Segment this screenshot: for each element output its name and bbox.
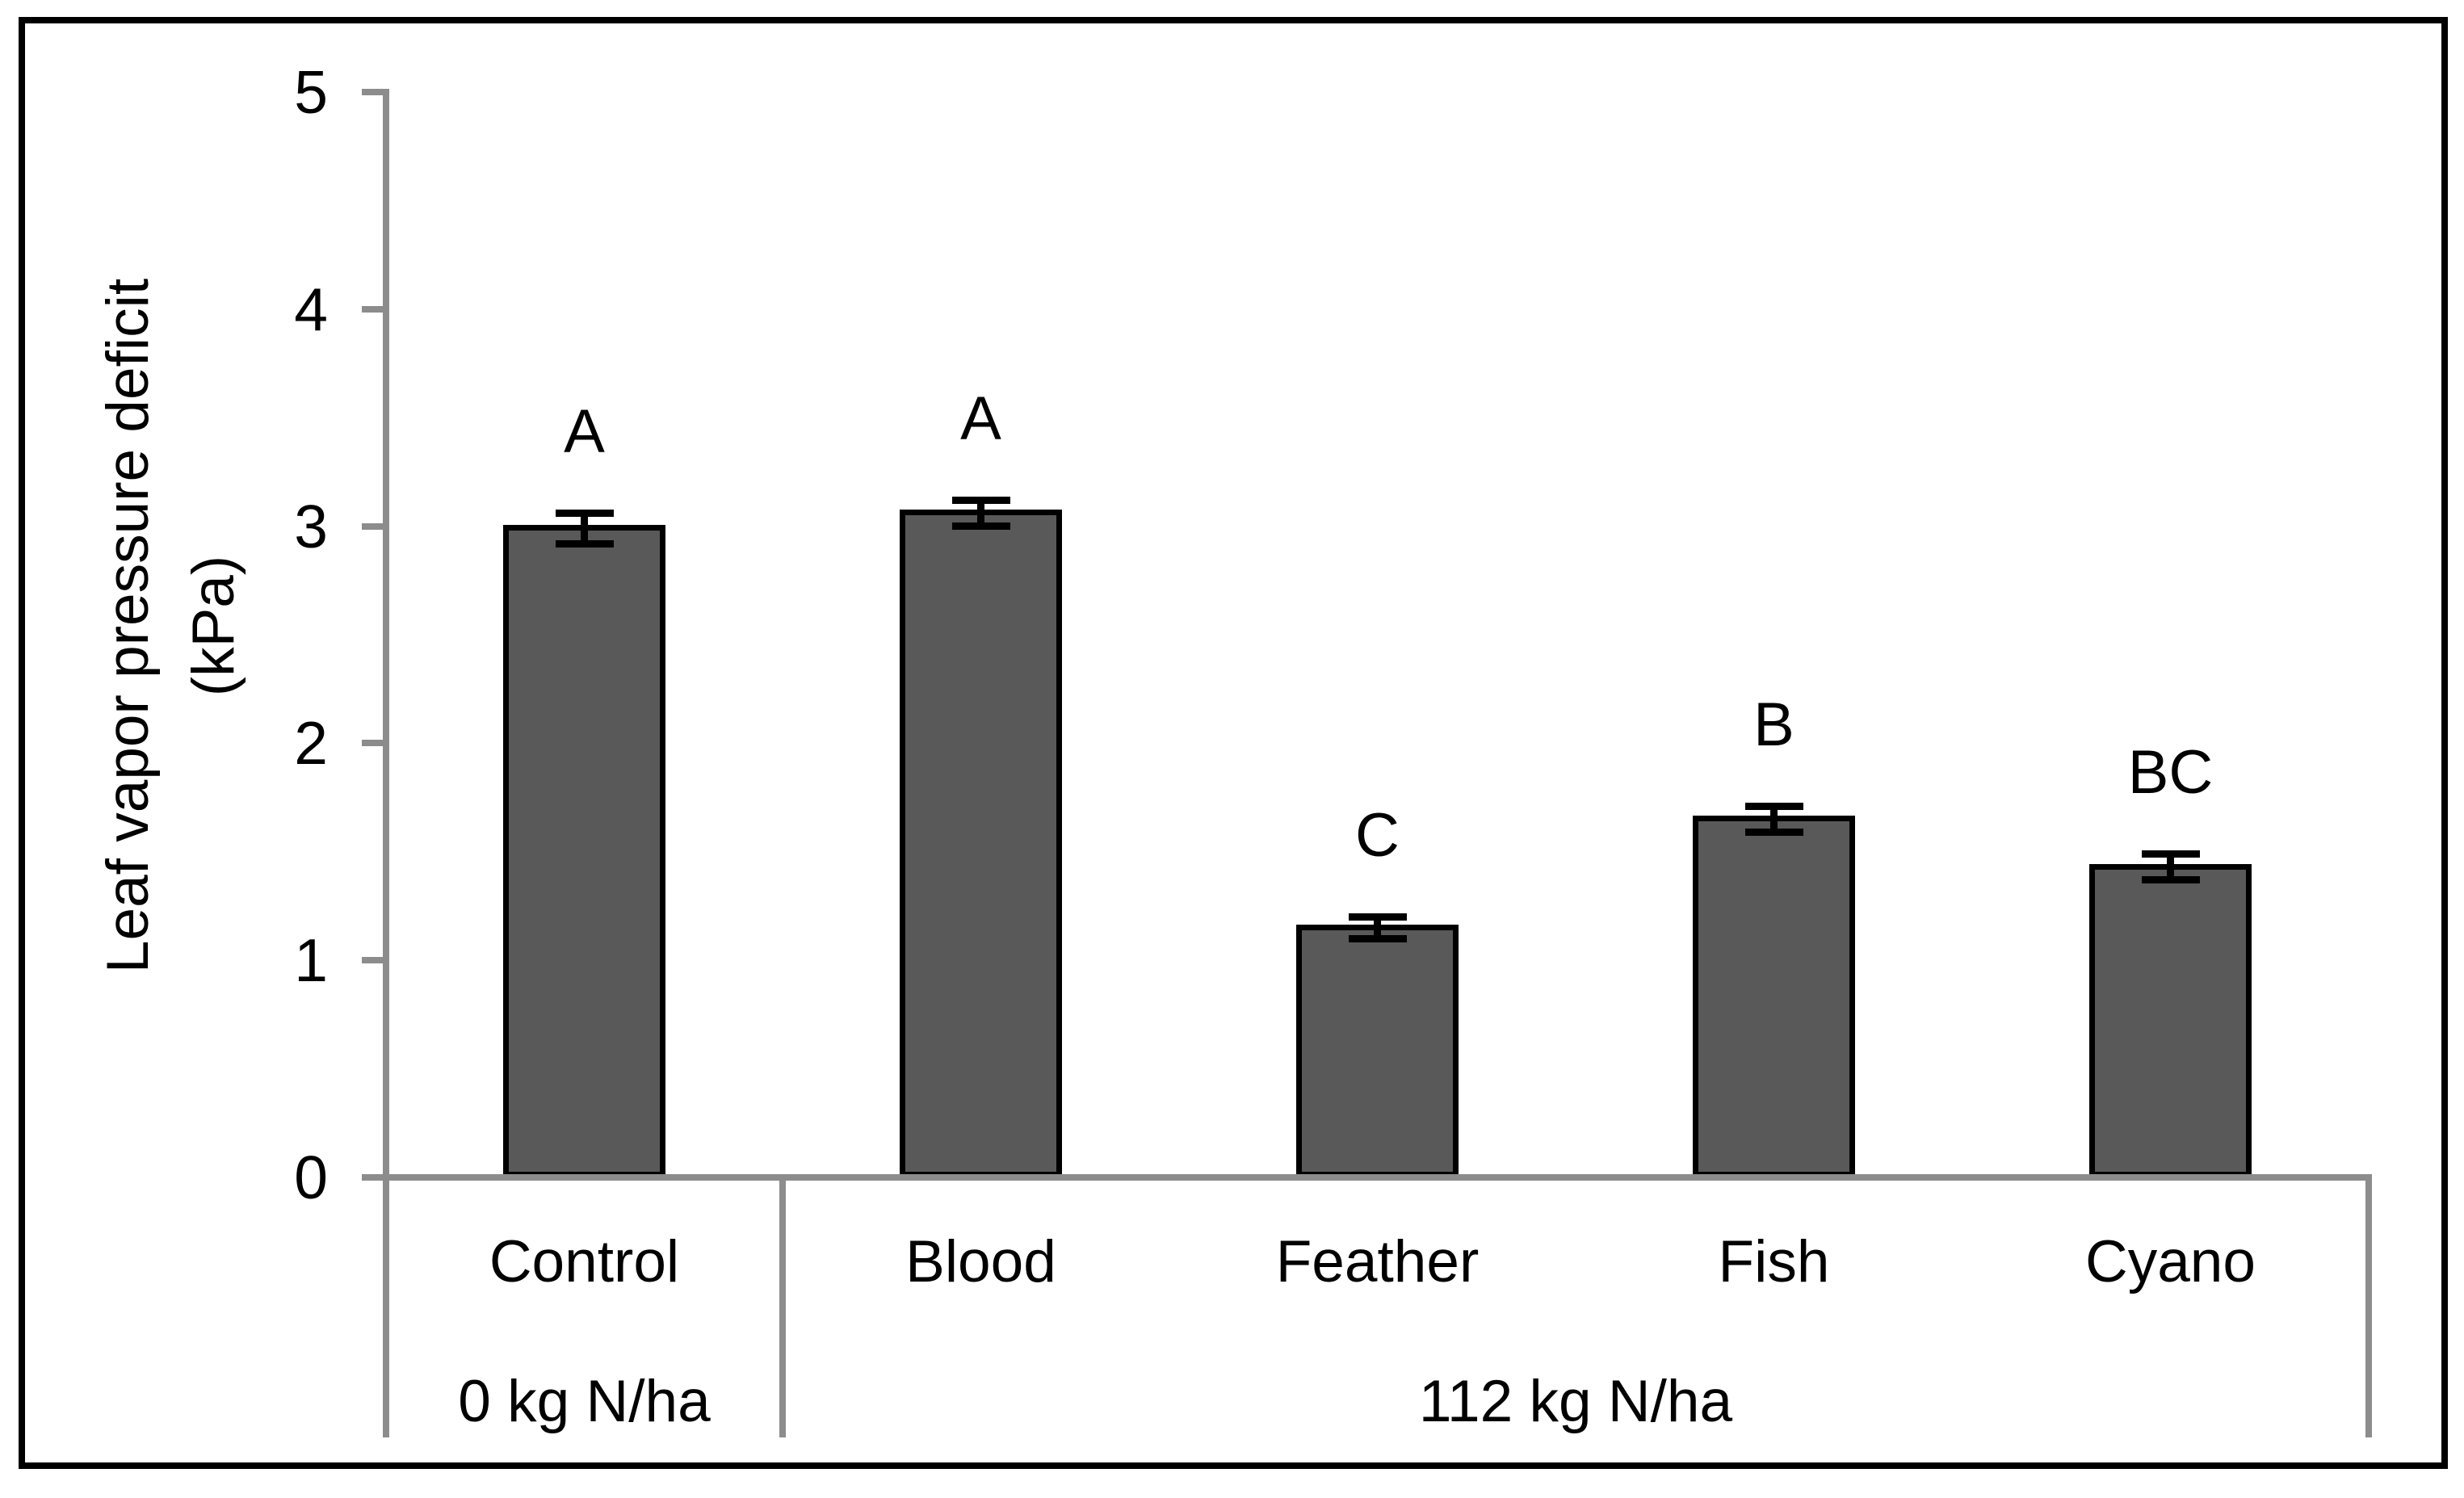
y-axis-tick bbox=[362, 957, 383, 964]
significance-letter: A bbox=[960, 384, 1001, 454]
error-bar-line bbox=[2167, 854, 2174, 880]
bar bbox=[900, 510, 1062, 1177]
y-axis-tick-label: 1 bbox=[294, 926, 328, 995]
error-bar-cap bbox=[951, 522, 1010, 531]
group-label: 0 kg N/ha bbox=[458, 1369, 711, 1434]
category-label: Fish bbox=[1718, 1229, 1830, 1294]
significance-letter: BC bbox=[2127, 738, 2214, 808]
group-divider bbox=[2365, 1177, 2372, 1437]
category-label: Control bbox=[489, 1229, 680, 1294]
error-bar-cap bbox=[951, 496, 1010, 504]
error-bar-cap bbox=[1744, 829, 1803, 837]
group-label: 112 kg N/ha bbox=[1418, 1369, 1733, 1434]
figure-border bbox=[19, 17, 2448, 1469]
y-axis-line bbox=[383, 89, 389, 1437]
y-axis-tick bbox=[362, 89, 383, 95]
error-bar-cap bbox=[555, 509, 614, 517]
error-bar-cap bbox=[1744, 802, 1803, 810]
bar bbox=[1296, 924, 1459, 1177]
bar bbox=[2089, 863, 2252, 1177]
bar bbox=[503, 525, 665, 1177]
error-bar-cap bbox=[1348, 913, 1407, 921]
error-bar-line bbox=[1374, 917, 1381, 939]
error-bar-line bbox=[977, 500, 984, 527]
bar bbox=[1693, 816, 1855, 1177]
y-axis-tick bbox=[362, 522, 383, 530]
category-label: Cyano bbox=[2084, 1229, 2256, 1294]
y-axis-tick bbox=[362, 740, 383, 747]
group-divider bbox=[779, 1177, 786, 1437]
error-bar-line bbox=[1770, 806, 1778, 833]
category-label: Blood bbox=[905, 1229, 1056, 1294]
error-bar-line bbox=[581, 513, 588, 544]
y-axis-tick-label: 3 bbox=[294, 492, 328, 560]
error-bar-cap bbox=[2141, 850, 2200, 858]
error-bar-cap bbox=[2141, 876, 2200, 884]
error-bar-cap bbox=[1348, 934, 1407, 942]
y-axis-tick-label: 2 bbox=[294, 709, 328, 778]
error-bar-cap bbox=[555, 539, 614, 548]
y-axis-tick bbox=[362, 1174, 383, 1181]
y-axis-tick bbox=[362, 305, 383, 313]
y-axis-tick-label: 4 bbox=[294, 275, 328, 343]
y-axis-tick-label: 0 bbox=[294, 1143, 328, 1211]
y-axis-tick-label: 5 bbox=[294, 58, 328, 126]
group-divider bbox=[383, 1177, 389, 1437]
category-label: Feather bbox=[1275, 1229, 1480, 1294]
x-axis-line bbox=[383, 1174, 2372, 1181]
significance-letter: B bbox=[1753, 690, 1794, 760]
significance-letter: C bbox=[1355, 801, 1400, 871]
significance-letter: A bbox=[564, 397, 605, 467]
